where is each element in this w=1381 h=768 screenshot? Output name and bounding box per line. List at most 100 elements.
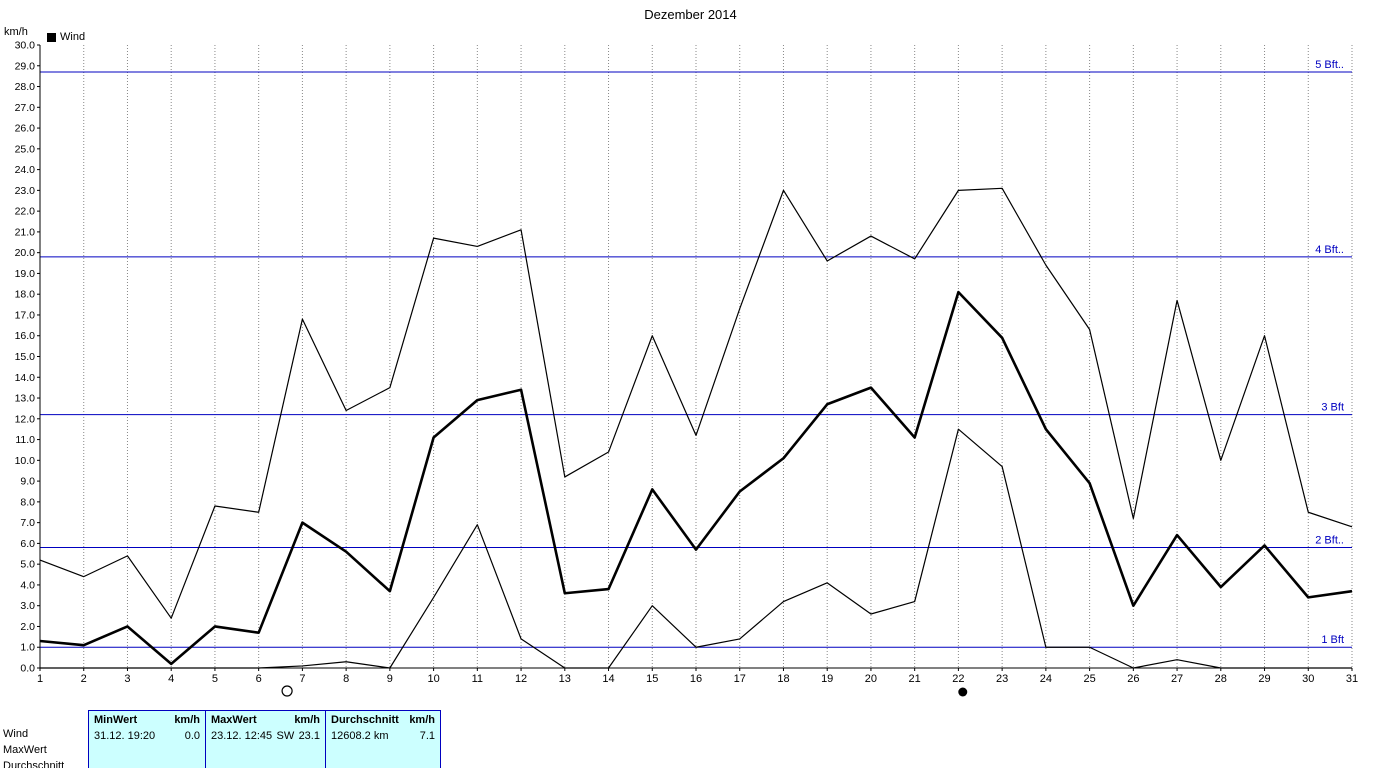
wind-series-swatch [47,32,56,42]
y-tick-label: 7.0 [20,517,35,529]
x-tick-label: 4 [168,673,174,685]
x-tick-label: 22 [952,673,964,685]
summary-table: MinWert km/h MaxWert km/h Durchschnitt k… [88,710,441,768]
y-tick-label: 30.0 [15,40,36,52]
wind-min-datetime: 31.12. 19:20 [94,730,156,742]
y-tick-label: 17.0 [15,309,36,321]
wind-min-cell: 31.12. 19:20 0.0 [89,729,205,743]
table-divider [325,711,326,768]
panel-row-label-durchschnitt: Durchschnitt [3,760,65,768]
beaufort-reference-lines: 1 Bft 2 Bft.. 3 Bft 4 Bft.. 5 Bft.. [40,59,1352,648]
y-tick-label: 13.0 [15,393,36,405]
x-tick-label: 26 [1127,673,1139,685]
y-tick-label: 18.0 [15,289,36,301]
y-tick-label: 0.0 [20,663,35,675]
y-tick-label: 12.0 [15,413,36,425]
wind-max-direction: SW [276,730,295,742]
y-tick-label: 23.0 [15,185,36,197]
x-tick-label: 28 [1215,673,1227,685]
x-tick-label: 6 [256,673,262,685]
chart-title: Dezember 2014 [644,7,737,22]
wind-avg-value: 7.1 [419,730,435,742]
y-tick-label: 9.0 [20,476,35,488]
x-tick-label: 11 [472,673,483,685]
table-divider [88,711,89,768]
x-tick-label: 24 [1040,673,1052,685]
x-tick-label: 29 [1258,673,1270,685]
beaufort-label: 3 Bft [1321,402,1344,414]
y-tick-label: 24.0 [15,164,36,176]
x-tick-label: 14 [602,673,614,685]
wind-max-value: 23.1 [298,730,320,742]
beaufort-label: 4 Bft.. [1315,244,1344,256]
wind-distance-total: 12608.2 km [331,730,389,742]
y-tick-label: 19.0 [15,268,36,280]
panel-row-label-wind: Wind [3,728,29,740]
durchschnitt-column-header: Durchschnitt km/h [326,713,440,727]
full-moon-icon [281,685,293,697]
grid [39,45,1353,668]
legend-label: Wind [60,31,86,43]
y-tick-label: 6.0 [20,538,35,550]
y-tick-label: 22.0 [15,206,36,218]
summary-panel: Wind MaxWert Durchschnitt MinWert km/h M… [0,710,1381,768]
y-tick-label: 14.0 [15,372,36,384]
y-tick-label: 1.0 [20,642,35,654]
table-divider [440,711,441,768]
x-tick-label: 1 [37,673,43,685]
y-tick-label: 16.0 [15,330,36,342]
minwert-header-unit: km/h [174,714,200,726]
y-tick-label: 20.0 [15,247,36,259]
x-tick-label: 5 [212,673,218,685]
y-tick-label: 26.0 [15,123,36,135]
wind-avg-cell: 12608.2 km 7.1 [326,729,440,743]
maxwert-column-header: MaxWert km/h [206,713,325,727]
y-axis-unit-label: km/h [4,26,28,38]
maxwert-header-unit: km/h [294,714,320,726]
minwert-column-header: MinWert km/h [89,713,205,727]
x-tick-label: 30 [1302,673,1314,685]
x-tick-label: 3 [124,673,130,685]
y-tick-label: 10.0 [15,455,36,467]
x-tick-label: 17 [734,673,746,685]
maxwert-header-text: MaxWert [211,714,257,726]
x-tick-label: 27 [1171,673,1183,685]
y-tick-label: 25.0 [15,143,36,155]
x-tick-label: 31 [1346,673,1358,685]
wind-max-datetime: 23.12. 12:45 [211,730,273,742]
y-tick-label: 5.0 [20,559,35,571]
durchschnitt-header-text: Durchschnitt [331,714,399,726]
x-tick-label: 8 [343,673,349,685]
beaufort-label: 2 Bft.. [1315,535,1344,547]
y-tick-label: 8.0 [20,496,35,508]
y-tick-label: 11.0 [15,434,35,446]
y-tick-label: 4.0 [20,579,35,591]
beaufort-label: 5 Bft.. [1315,59,1344,71]
wind-min-value: 0.0 [184,730,200,742]
legend: Wind [47,31,85,43]
wind-chart: 1 Bft 2 Bft.. 3 Bft 4 Bft.. 5 Bft.. 0.0 1.0 2.0… [15,40,1359,697]
x-tick-label: 25 [1083,673,1095,685]
wind-series-mean [39,290,1353,666]
x-tick-label: 13 [559,673,571,685]
x-tick-label: 10 [427,673,439,685]
x-tick-label: 18 [777,673,789,685]
wind-series-min [40,428,1352,669]
y-tick-label: 21.0 [15,226,36,238]
y-tick-label: 29.0 [15,60,36,72]
x-tick-label: 16 [690,673,702,685]
x-tick-label: 20 [865,673,877,685]
table-divider [205,711,206,768]
durchschnitt-header-unit: km/h [409,714,435,726]
y-tick-label: 27.0 [15,102,36,114]
x-tick-label: 15 [646,673,658,685]
axes: 0.01.02.03.04.05.06.07.08.09.010.011.012… [15,40,1359,686]
x-tick-label: 7 [299,673,305,685]
x-tick-label: 19 [821,673,833,685]
y-tick-label: 28.0 [15,81,36,93]
x-tick-label: 2 [81,673,87,685]
x-tick-label: 9 [387,673,393,685]
new-moon-icon [958,687,968,697]
wind-series-max [39,187,1353,619]
x-tick-label: 12 [515,673,527,685]
